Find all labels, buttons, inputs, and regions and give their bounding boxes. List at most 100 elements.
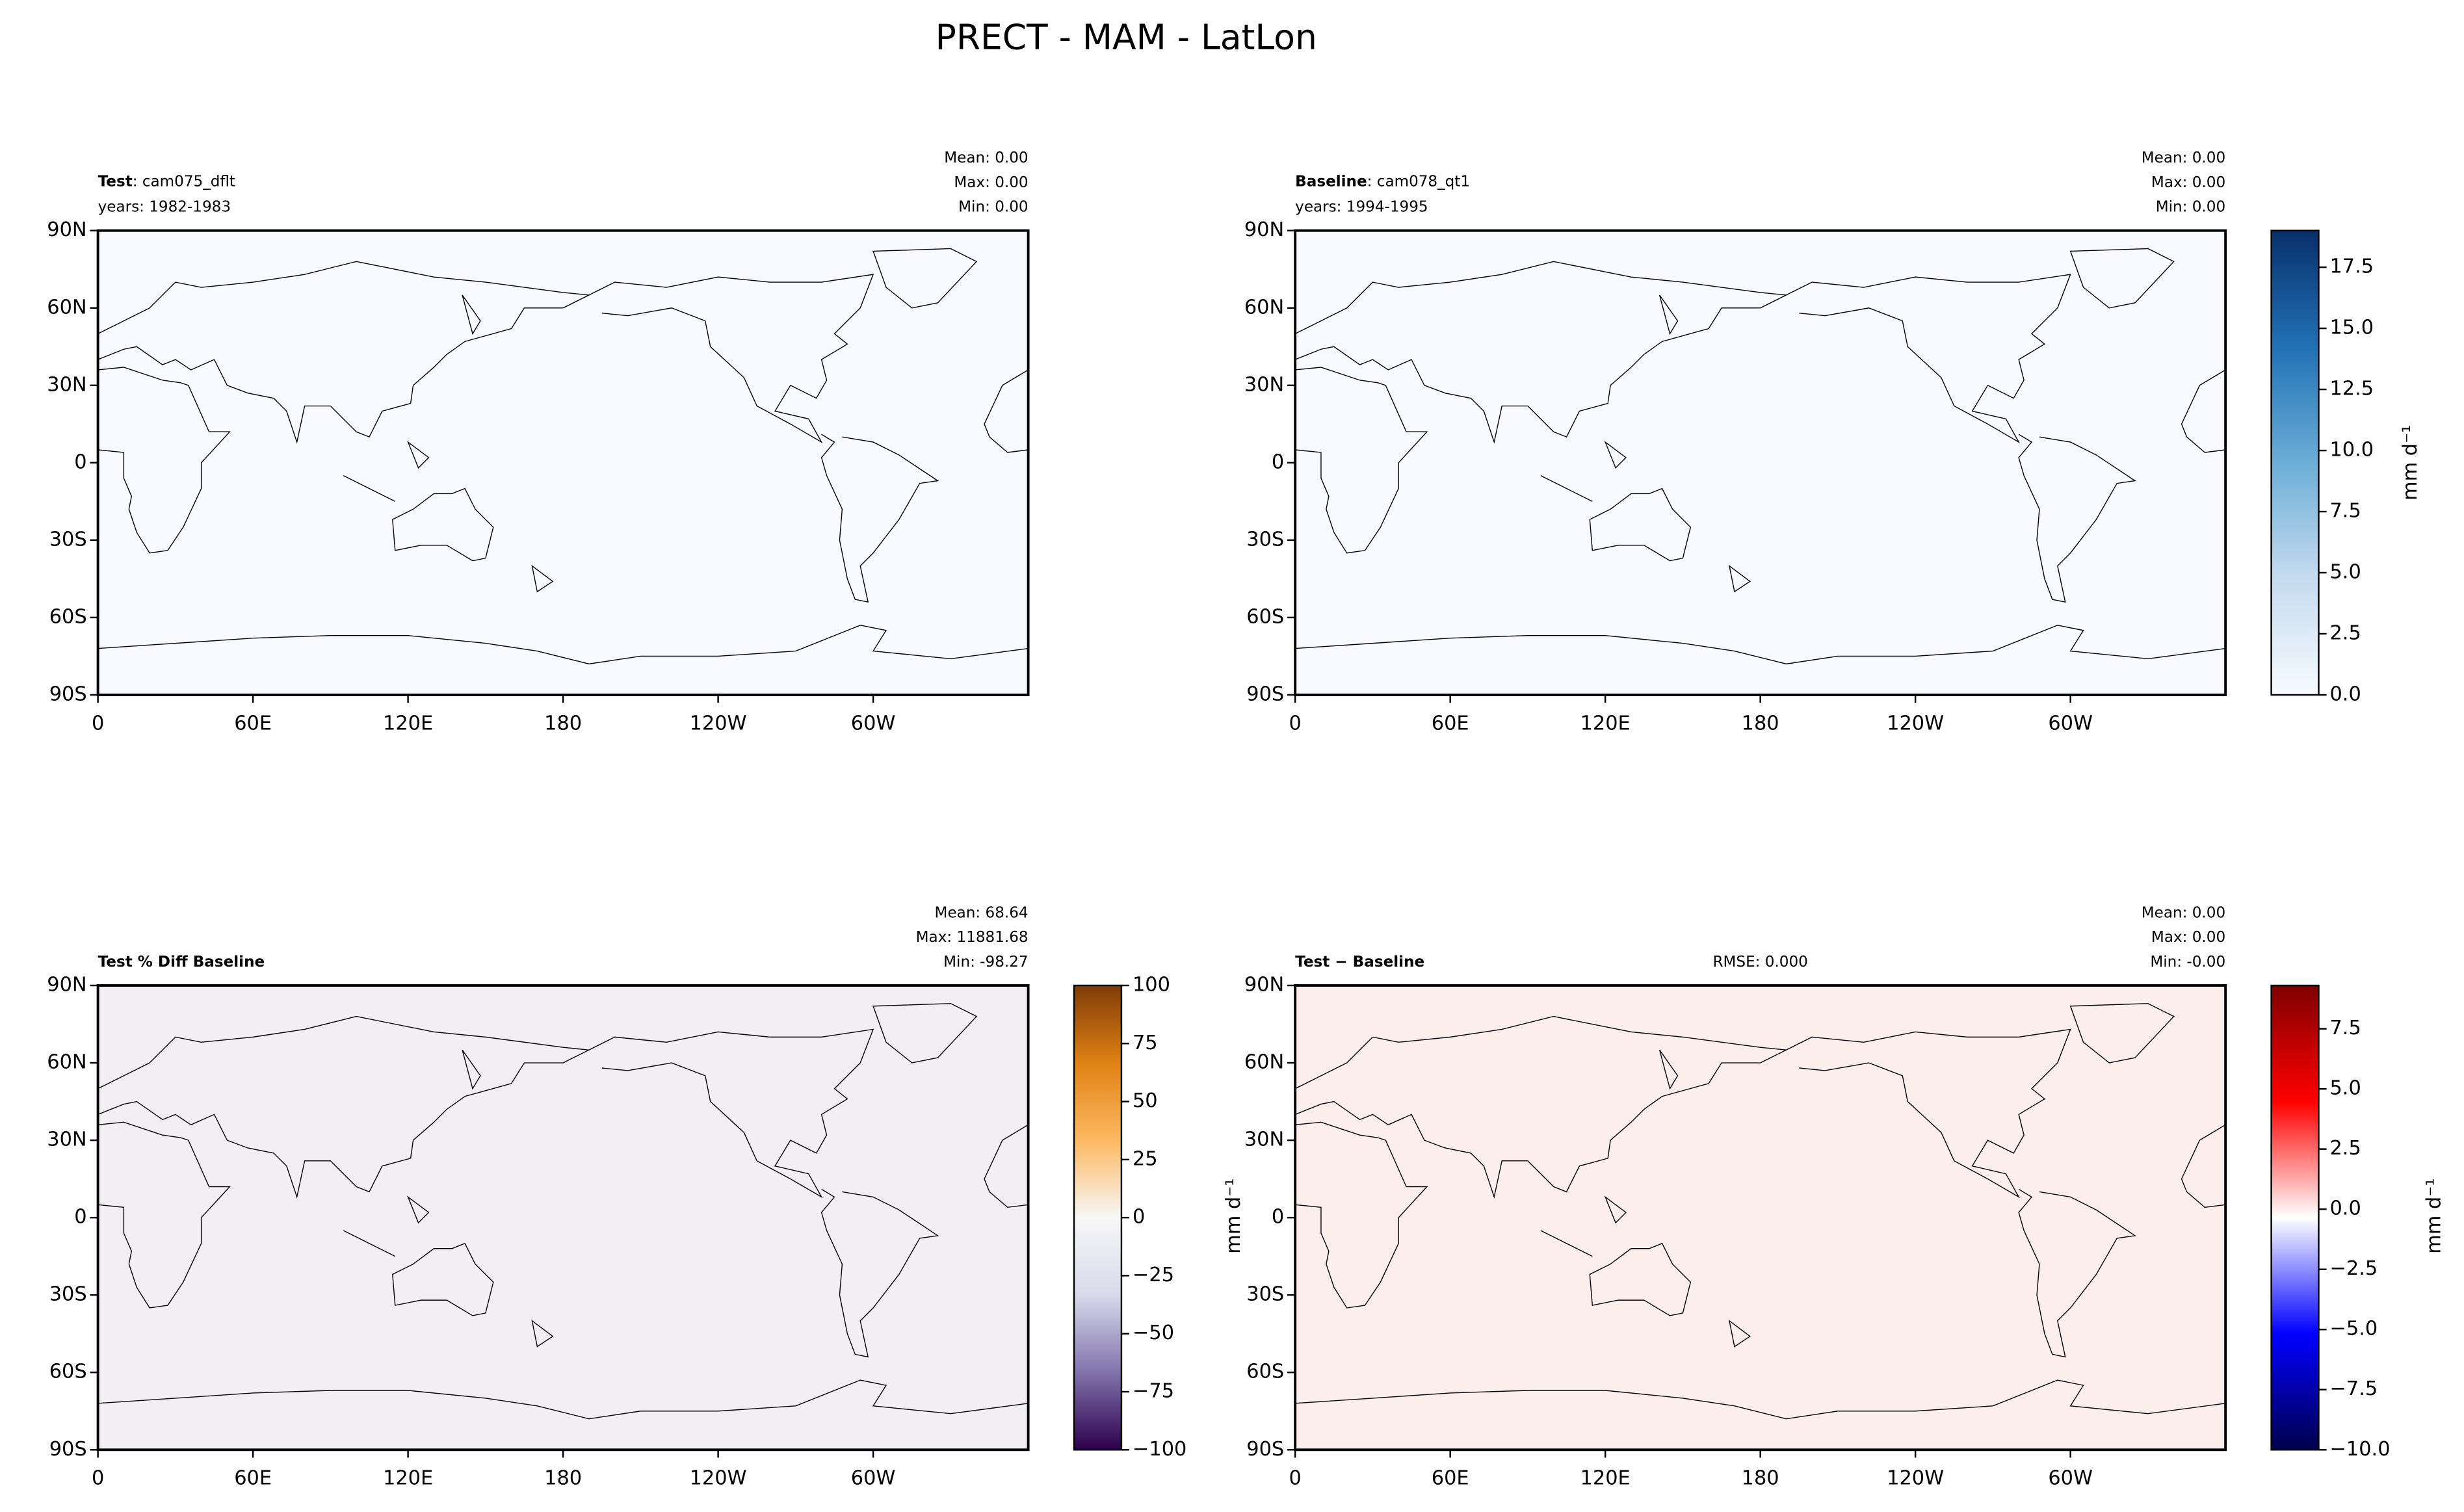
- x-tick-label: 60E: [234, 1467, 272, 1490]
- colorbar-tick-label: 7.5: [2329, 1017, 2361, 1039]
- x-tick-label: 0: [1289, 1467, 1302, 1490]
- x-tick-label: 180: [544, 712, 582, 735]
- colorbar-tick-label: 15.0: [2329, 317, 2374, 339]
- colorbar-tick-label: 0.0: [2329, 1197, 2361, 1220]
- colorbar-tick-label: 0.0: [2329, 683, 2361, 705]
- y-tick-label: 0: [1272, 1206, 1284, 1229]
- panel-title-bold: Test % Diff Baseline: [98, 954, 265, 971]
- panel-stat: Min: -0.00: [2150, 954, 2225, 971]
- colorbar-tick-label: 17.5: [2329, 255, 2374, 278]
- y-tick-label: 0: [1272, 450, 1284, 473]
- y-tick-label: 60N: [47, 1051, 86, 1074]
- colorbar-tick-label: −10.0: [2329, 1438, 2390, 1461]
- y-tick-label: 30S: [49, 528, 87, 551]
- y-tick-label: 30S: [49, 1283, 87, 1306]
- y-tick-label: 60S: [49, 605, 87, 628]
- panel-stat: Max: 0.00: [2151, 929, 2225, 946]
- colorbar-tick-label: 2.5: [2329, 1137, 2361, 1160]
- x-tick-label: 120W: [1887, 1467, 1944, 1490]
- panel-title-bold: Baseline: [1295, 174, 1367, 190]
- map-background: [98, 230, 1029, 695]
- y-tick-label: 30N: [47, 1128, 86, 1151]
- colorbar: [2270, 229, 2320, 696]
- y-tick-label: 90N: [1244, 218, 1284, 241]
- y-tick-label: 60S: [49, 1361, 87, 1383]
- y-tick-label: 60N: [47, 296, 86, 319]
- x-tick-label: 180: [1742, 712, 1779, 735]
- x-tick-label: 60E: [1432, 1467, 1469, 1490]
- colorbar-label: mm d⁻¹: [2423, 1179, 2446, 1254]
- colorbar-tick-label: −7.5: [2329, 1377, 2378, 1400]
- panel-title-name: : cam075_dflt: [133, 174, 235, 190]
- colorbar-tick-label: −75: [1133, 1379, 1174, 1402]
- x-tick-label: 60W: [851, 1467, 896, 1490]
- x-tick-label: 120W: [690, 712, 747, 735]
- y-tick-label: 0: [74, 1206, 86, 1229]
- y-tick-label: 90N: [47, 218, 86, 241]
- colorbar-tick-label: 100: [1133, 974, 1170, 997]
- panel-stat: Max: 0.00: [2151, 174, 2225, 191]
- colorbar-tick-label: 2.5: [2329, 621, 2361, 644]
- y-tick-label: 60S: [1246, 605, 1284, 628]
- y-tick-label: 90S: [49, 683, 87, 705]
- map-background: [1295, 985, 2226, 1450]
- colorbar-tick-label: 50: [1133, 1089, 1158, 1112]
- colorbar-tick-label: −5.0: [2329, 1318, 2378, 1340]
- panel-stat: Min: 0.00: [958, 199, 1028, 216]
- colorbar-tick-label: −25: [1133, 1264, 1174, 1286]
- y-tick-label: 90N: [47, 974, 86, 997]
- x-tick-label: 60W: [2048, 712, 2093, 735]
- x-tick-label: 60E: [234, 712, 272, 735]
- y-tick-label: 90S: [1246, 683, 1284, 705]
- y-tick-label: 60N: [1244, 296, 1284, 319]
- x-tick-label: 0: [1289, 712, 1302, 735]
- panel-title: Baseline: cam078_qt1: [1295, 174, 1470, 190]
- y-tick-label: 60N: [1244, 1051, 1284, 1074]
- y-tick-label: 30N: [47, 373, 86, 396]
- panel-stat: Min: 0.00: [2156, 199, 2225, 216]
- panel-stat: Mean: 0.00: [2142, 150, 2225, 166]
- y-tick-label: 90S: [49, 1438, 87, 1461]
- x-tick-label: 120W: [1887, 712, 1944, 735]
- x-tick-label: 180: [544, 1467, 582, 1490]
- panel-title: Test % Diff Baseline: [98, 954, 265, 971]
- panel-stat: Max: 0.00: [954, 174, 1028, 191]
- x-tick-label: 60W: [851, 712, 896, 735]
- panel-title-bold: Test − Baseline: [1295, 954, 1424, 971]
- panel-stat: Min: -98.27: [943, 954, 1028, 971]
- x-tick-label: 120E: [1580, 1467, 1631, 1490]
- y-tick-label: 30S: [1246, 528, 1284, 551]
- x-tick-label: 60E: [1432, 712, 1469, 735]
- panel-stat: Mean: 68.64: [935, 905, 1029, 922]
- y-tick-label: 60S: [1246, 1361, 1284, 1383]
- panel-rmse: RMSE: 0.000: [1712, 954, 1807, 971]
- y-tick-label: 30S: [1246, 1283, 1284, 1306]
- panel-stat: Max: 11881.68: [916, 929, 1029, 946]
- panel-title-name: : cam078_qt1: [1367, 174, 1470, 190]
- map-background: [1295, 230, 2226, 695]
- colorbar-tick-label: −50: [1133, 1322, 1174, 1344]
- colorbar-tick-label: 0: [1133, 1206, 1145, 1229]
- y-tick-label: 0: [74, 450, 86, 473]
- x-tick-label: 120E: [383, 712, 433, 735]
- x-tick-label: 120E: [1580, 712, 1631, 735]
- colorbar-tick-label: 25: [1133, 1147, 1158, 1170]
- x-tick-label: 0: [92, 1467, 104, 1490]
- x-tick-label: 0: [92, 712, 104, 735]
- panel-years: years: 1982-1983: [98, 199, 231, 216]
- colorbar-tick-label: 10.0: [2329, 439, 2374, 462]
- colorbar-label: mm d⁻¹: [1222, 1179, 1245, 1254]
- y-tick-label: 30N: [1244, 373, 1284, 396]
- x-tick-label: 60W: [2048, 1467, 2093, 1490]
- y-tick-label: 90N: [1244, 974, 1284, 997]
- colorbar-tick-label: 7.5: [2329, 500, 2361, 523]
- x-tick-label: 120E: [383, 1467, 433, 1490]
- x-tick-label: 120W: [690, 1467, 747, 1490]
- colorbar-tick-label: 5.0: [2329, 561, 2361, 584]
- colorbar-label: mm d⁻¹: [2399, 425, 2422, 501]
- colorbar-tick-label: −100: [1133, 1438, 1186, 1461]
- panel-title-bold: Test: [98, 174, 133, 190]
- colorbar: [2270, 984, 2320, 1451]
- x-tick-label: 180: [1742, 1467, 1779, 1490]
